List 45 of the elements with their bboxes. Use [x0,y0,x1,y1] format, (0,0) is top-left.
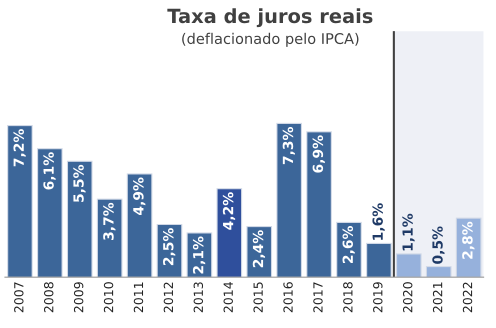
data-label: 6,1% [43,152,56,190]
x-tick-label: 2008 [44,282,54,312]
x-tick-label: 2009 [74,282,84,312]
bar [96,198,122,278]
data-label: 2,1% [192,236,206,274]
bar [396,253,422,278]
data-label: 7,2% [13,129,26,166]
data-label: 7,3% [282,127,295,164]
x-tick-label: 2022 [462,282,472,312]
data-label: 1,6% [372,203,385,240]
data-label: 5,5% [73,164,86,202]
x-tick-label: 2019 [373,282,383,312]
data-label: 1,1% [402,214,415,250]
x-tick-label: 2015 [253,282,263,312]
data-label: 6,9% [312,135,325,173]
data-label: 2,4% [252,230,266,268]
data-label: 4,9% [133,178,146,216]
x-tick-label: 2007 [14,282,24,312]
data-label: 0,5% [432,226,445,264]
bar [66,160,93,278]
x-tick-label: 2018 [343,282,353,312]
data-label: 2,6% [342,226,355,263]
bar [126,173,152,278]
x-tick-label: 2016 [283,282,293,312]
x-tick-label: 2012 [164,282,174,312]
data-label: 4,2% [222,192,236,230]
bar [306,131,332,278]
x-tick-label: 2013 [194,282,204,312]
bar [276,122,302,278]
chart-title: Taxa de juros reais [167,8,372,28]
bar [216,188,242,278]
data-label: 3,7% [103,202,116,240]
x-tick-label: 2011 [134,282,144,312]
bar [37,148,63,278]
chart-subtitle: (deflacionado pelo IPCA) [182,32,358,47]
bar [7,124,33,278]
data-label: 2,5% [163,228,176,266]
bar [426,266,452,278]
x-tick-label: 2020 [402,282,412,312]
x-tick-label: 2010 [104,282,114,312]
x-tick-label: 2021 [432,282,442,312]
data-label: 2,8% [462,222,474,259]
x-tick-label: 2017 [313,282,323,312]
x-tick-label: 2014 [223,282,233,312]
bar [366,242,392,278]
